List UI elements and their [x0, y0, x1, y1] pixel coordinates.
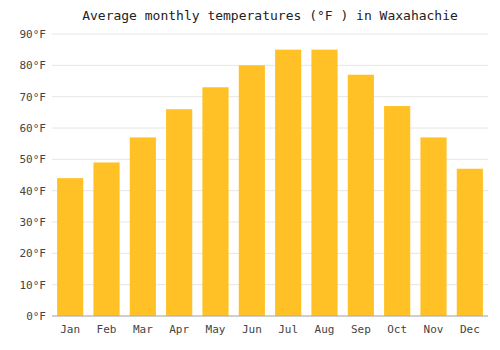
x-axis-line — [52, 316, 488, 317]
chart-container: Average monthly temperatures (°F ) in Wa… — [0, 0, 500, 350]
grid-line — [52, 316, 488, 317]
grid-line — [52, 96, 488, 97]
x-tick-label: Apr — [169, 323, 189, 336]
bars — [57, 50, 483, 316]
bar — [239, 65, 265, 316]
bar — [457, 169, 483, 316]
bar — [202, 87, 228, 316]
y-tick-label: 0°F — [26, 310, 46, 323]
x-tick-label: Nov — [424, 323, 444, 336]
x-tick-label: Jun — [242, 323, 262, 336]
x-tick-label: May — [206, 323, 226, 336]
y-tick-label: 40°F — [20, 185, 47, 198]
y-tick-label: 60°F — [20, 122, 47, 135]
x-tick-label: Jul — [278, 323, 298, 336]
bar — [420, 137, 446, 316]
x-tick-label: Jan — [60, 323, 80, 336]
bar — [348, 75, 374, 316]
grid-line — [52, 128, 488, 129]
bar — [311, 50, 337, 316]
grid-line — [52, 34, 488, 35]
bar — [384, 106, 410, 316]
bar — [275, 50, 301, 316]
x-tick-label: Sep — [351, 323, 371, 336]
x-tick-label: Oct — [387, 323, 407, 336]
y-tick-label: 70°F — [20, 91, 47, 104]
grid-line — [52, 65, 488, 66]
y-tick-label: 50°F — [20, 153, 47, 166]
y-tick-label: 20°F — [20, 247, 47, 260]
x-tick-label: Feb — [97, 323, 117, 336]
chart: Average monthly temperatures (°F ) in Wa… — [0, 0, 500, 350]
bar — [93, 162, 119, 316]
y-tick-label: 80°F — [20, 59, 47, 72]
title: Average monthly temperatures (°F ) in Wa… — [82, 8, 458, 23]
x-tick-label: Aug — [315, 323, 335, 336]
bar — [166, 109, 192, 316]
grid — [52, 34, 488, 316]
y-tick-label: 30°F — [20, 216, 47, 229]
y-tick-label: 10°F — [20, 279, 47, 292]
x-tick-label: Dec — [460, 323, 480, 336]
y-tick-label: 90°F — [20, 28, 47, 41]
x-tick-label: Mar — [133, 323, 153, 336]
bar — [130, 137, 156, 316]
bar — [57, 178, 83, 316]
